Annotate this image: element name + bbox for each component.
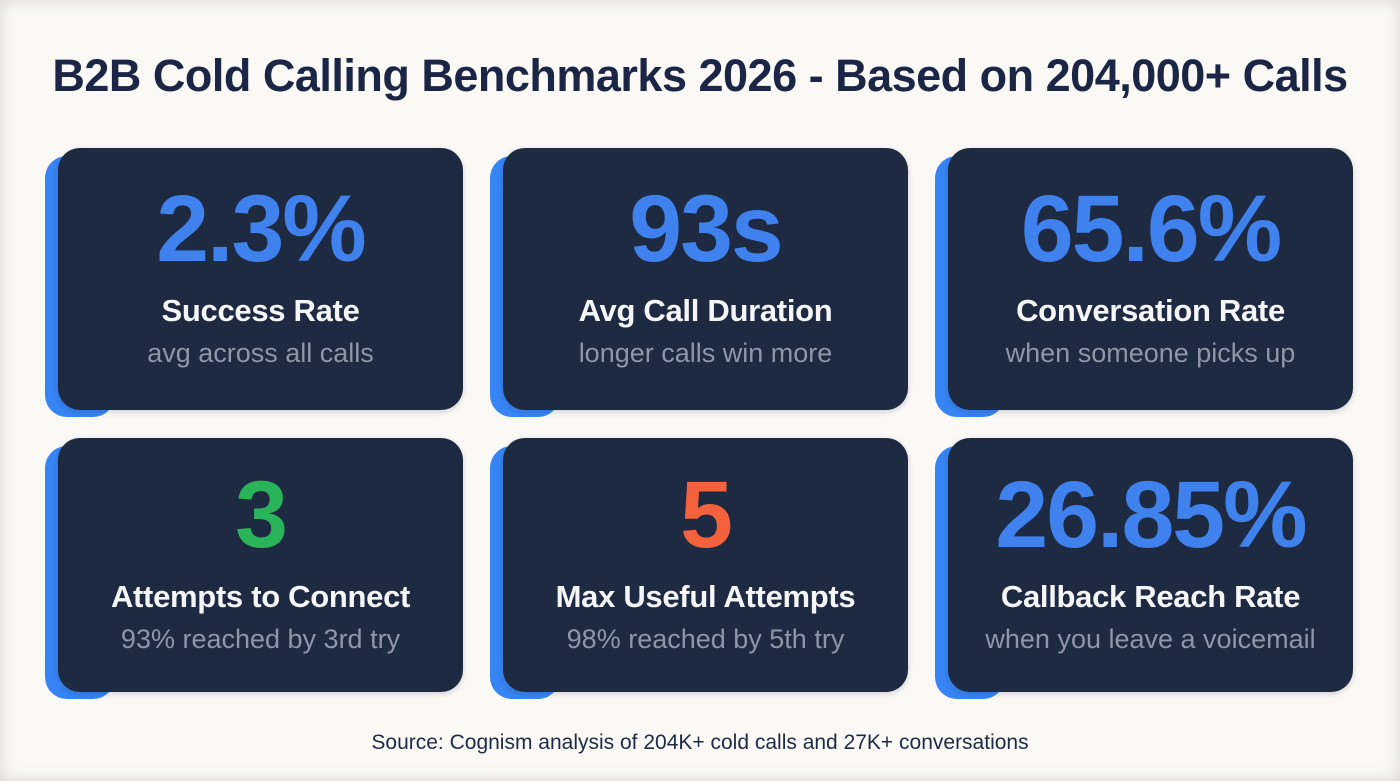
stat-subtext: when you leave a voicemail <box>985 623 1316 654</box>
stat-label: Max Useful Attempts <box>555 578 856 614</box>
stat-card-attempts-to-connect: 3 Attempts to Connect 93% reached by 3rd… <box>45 438 463 699</box>
stat-card-avg-call-duration: 93s Avg Call Duration longer calls win m… <box>490 148 908 417</box>
stat-value: 65.6% <box>1020 175 1282 282</box>
page-title: B2B Cold Calling Benchmarks 2026 - Based… <box>52 50 1348 101</box>
stat-value: 2.3% <box>156 175 367 282</box>
stat-card-body: 5 Max Useful Attempts 98% reached by 5th… <box>503 438 908 692</box>
stat-label: Avg Call Duration <box>578 292 833 328</box>
stat-subtext: avg across all calls <box>147 337 374 368</box>
stat-label: Success Rate <box>161 292 360 328</box>
stats-grid: 2.3% Success Rate avg across all calls 9… <box>45 148 1353 699</box>
stat-label: Attempts to Connect <box>110 578 411 614</box>
stat-subtext: when someone picks up <box>1005 337 1296 368</box>
source-note: Source: Cognism analysis of 204K+ cold c… <box>371 731 1029 754</box>
stat-value: 3 <box>235 461 288 568</box>
stat-card-body: 65.6% Conversation Rate when someone pic… <box>948 148 1353 410</box>
stat-label: Conversation Rate <box>1016 292 1285 328</box>
stat-card-callback-reach-rate: 26.85% Callback Reach Rate when you leav… <box>935 438 1353 699</box>
stat-subtext: longer calls win more <box>578 337 833 368</box>
stat-card-max-useful-attempts: 5 Max Useful Attempts 98% reached by 5th… <box>490 438 908 699</box>
stat-value: 5 <box>680 461 733 568</box>
stat-card-body: 26.85% Callback Reach Rate when you leav… <box>948 438 1353 692</box>
stat-card-success-rate: 2.3% Success Rate avg across all calls <box>45 148 463 417</box>
stat-card-body: 2.3% Success Rate avg across all calls <box>58 148 463 410</box>
stat-subtext: 98% reached by 5th try <box>566 623 845 654</box>
stat-card-body: 93s Avg Call Duration longer calls win m… <box>503 148 908 410</box>
stat-value: 93s <box>629 175 784 282</box>
stat-card-body: 3 Attempts to Connect 93% reached by 3rd… <box>58 438 463 692</box>
stat-subtext: 93% reached by 3rd try <box>120 623 401 654</box>
stat-card-conversation-rate: 65.6% Conversation Rate when someone pic… <box>935 148 1353 417</box>
stat-value: 26.85% <box>995 461 1307 568</box>
stat-label: Callback Reach Rate <box>1000 578 1301 614</box>
